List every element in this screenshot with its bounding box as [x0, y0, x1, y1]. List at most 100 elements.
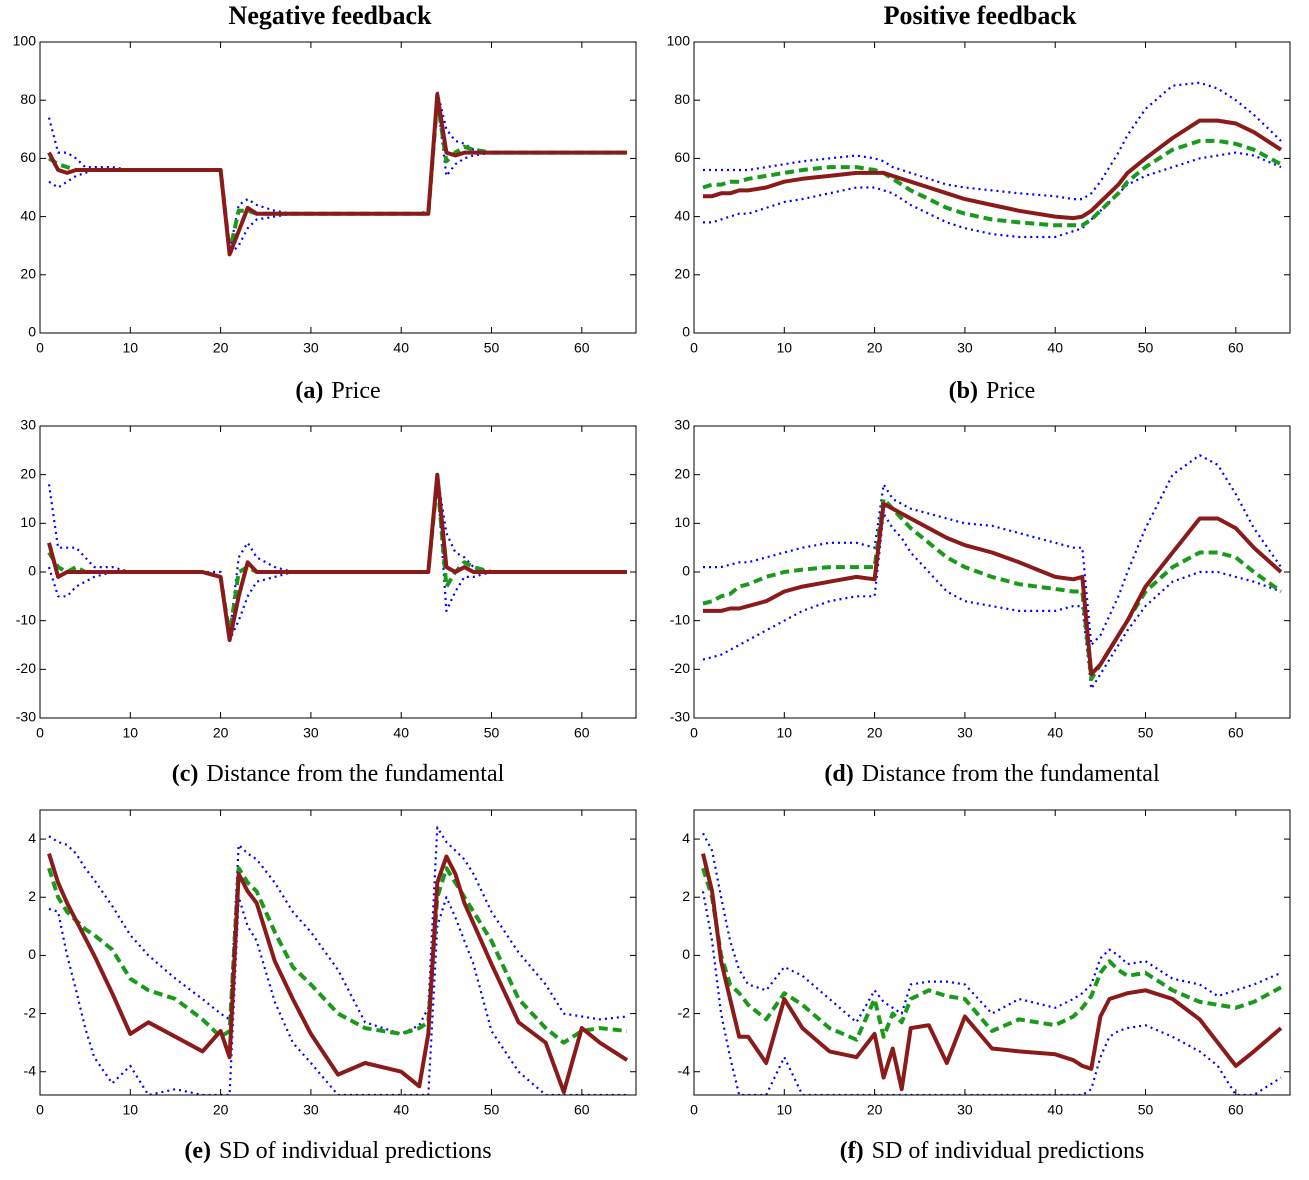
- caption-label: (e): [184, 1138, 211, 1164]
- y-tick-label: 20: [20, 465, 36, 481]
- x-tick-label: 60: [574, 340, 590, 356]
- x-tick-label: 60: [574, 1102, 590, 1118]
- x-tick-label: 50: [484, 340, 500, 356]
- y-tick-label: 40: [674, 207, 690, 223]
- caption: (e) SD of individual predictions: [184, 1138, 491, 1164]
- series-line: [47, 92, 627, 257]
- y-tick-label: 2: [682, 888, 690, 904]
- x-tick-label: 20: [213, 1102, 229, 1118]
- y-tick-label: 30: [674, 417, 690, 433]
- series-line: [48, 826, 628, 1035]
- x-tick-label: 0: [36, 340, 44, 356]
- y-tick-label: -20: [16, 660, 36, 676]
- caption-label: (a): [295, 378, 323, 404]
- plot-area: [701, 832, 1283, 1095]
- x-tick-label: 30: [957, 1102, 973, 1118]
- x-tick-label: 10: [123, 340, 139, 356]
- caption: (f) SD of individual predictions: [840, 1138, 1145, 1164]
- x-tick-label: 40: [393, 1102, 409, 1118]
- x-tick-label: 60: [1228, 340, 1244, 356]
- series-line: [47, 853, 629, 1095]
- caption-label: (b): [949, 378, 978, 404]
- caption: (b) Price: [949, 378, 1036, 404]
- caption-text: Price: [986, 378, 1035, 404]
- series-line: [702, 138, 1282, 228]
- caption-text: Distance from the fundamental: [862, 761, 1160, 787]
- plot-area: [47, 826, 629, 1095]
- x-tick-label: 50: [484, 1102, 500, 1118]
- x-tick-label: 10: [777, 340, 793, 356]
- plot-area: [702, 454, 1283, 690]
- y-tick-label: 4: [28, 830, 36, 846]
- y-tick-label: -4: [678, 1062, 691, 1078]
- axes-frame: [39, 809, 637, 1096]
- series-line: [47, 477, 627, 638]
- y-tick-label: 20: [674, 465, 690, 481]
- y-tick-label: 0: [28, 324, 36, 340]
- x-tick-label: 30: [303, 1102, 319, 1118]
- y-tick-label: 20: [20, 266, 36, 282]
- x-tick-label: 40: [1047, 725, 1063, 741]
- y-tick-label: 100: [667, 33, 691, 49]
- x-tick-label: 0: [690, 1102, 698, 1118]
- column-title: Negative feedback: [229, 1, 432, 30]
- plot-area: [47, 472, 627, 643]
- x-tick-label: 30: [957, 725, 973, 741]
- y-tick-label: 0: [682, 324, 690, 340]
- y-tick-label: -30: [670, 709, 690, 725]
- y-tick-label: 0: [28, 946, 36, 962]
- y-tick-label: 20: [674, 266, 690, 282]
- caption: (c) Distance from the fundamental: [172, 761, 505, 787]
- series-line: [47, 478, 627, 642]
- caption-text: Distance from the fundamental: [206, 761, 504, 787]
- x-tick-label: 40: [1047, 1102, 1063, 1118]
- series-line: [703, 454, 1282, 647]
- caption-label: (f): [840, 1138, 864, 1164]
- series-line: [703, 118, 1283, 221]
- y-tick-label: 80: [20, 91, 36, 107]
- series-line: [48, 896, 627, 1095]
- series-line: [47, 473, 627, 637]
- x-tick-label: 20: [213, 725, 229, 741]
- y-tick-label: 0: [682, 946, 690, 962]
- x-tick-label: 10: [123, 1102, 139, 1118]
- series-line: [703, 151, 1282, 239]
- y-tick-label: 60: [674, 149, 690, 165]
- x-tick-label: 30: [303, 725, 319, 741]
- plot-area: [47, 90, 627, 257]
- caption-label: (d): [824, 761, 853, 787]
- axes-frame: [693, 41, 1291, 334]
- x-tick-label: 10: [123, 725, 139, 741]
- series-line: [48, 99, 627, 256]
- y-tick-label: -20: [670, 660, 690, 676]
- x-tick-label: 50: [1138, 725, 1154, 741]
- x-tick-label: 50: [1138, 340, 1154, 356]
- series-line: [703, 81, 1282, 201]
- y-tick-label: -2: [24, 1004, 37, 1020]
- y-tick-label: 80: [674, 91, 690, 107]
- series-line: [702, 497, 1283, 682]
- series-line: [47, 98, 627, 254]
- x-tick-label: 40: [393, 725, 409, 741]
- y-tick-label: 10: [674, 514, 690, 530]
- x-tick-label: 40: [1047, 340, 1063, 356]
- x-tick-label: 50: [484, 725, 500, 741]
- column-title: Positive feedback: [884, 1, 1077, 30]
- series-line: [47, 866, 628, 1045]
- caption-text: Price: [331, 378, 380, 404]
- y-tick-label: 40: [20, 207, 36, 223]
- y-tick-label: -30: [16, 709, 36, 725]
- y-tick-label: -2: [678, 1004, 691, 1020]
- y-tick-label: 10: [20, 514, 36, 530]
- caption: (a) Price: [295, 378, 380, 404]
- x-tick-label: 20: [867, 1102, 883, 1118]
- caption-label: (c): [172, 761, 199, 787]
- caption-text: SD of individual predictions: [219, 1138, 492, 1164]
- y-tick-label: 100: [13, 33, 37, 49]
- x-tick-label: 10: [777, 725, 793, 741]
- x-tick-label: 20: [867, 340, 883, 356]
- series-line: [701, 891, 1282, 1095]
- series-line: [701, 867, 1282, 1042]
- x-tick-label: 20: [213, 340, 229, 356]
